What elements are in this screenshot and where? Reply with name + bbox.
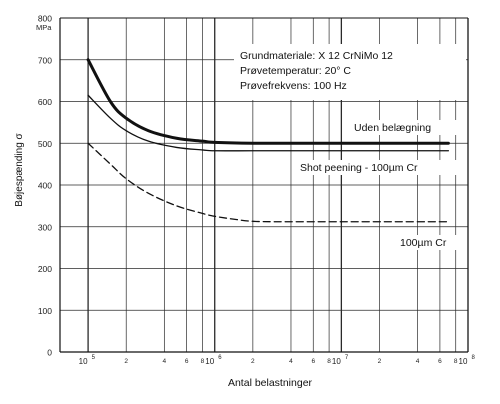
x-tick-label: 6: [438, 358, 442, 365]
x-tick-exponent: 6: [218, 355, 222, 361]
series-label-bg: [297, 160, 465, 175]
info-box-line: Grundmateriale: X 12 CrNiMo 12: [240, 50, 393, 62]
annotations: Grundmateriale: X 12 CrNiMo 12 Prøvetempe…: [234, 44, 466, 250]
y-tick-label: 600: [38, 97, 52, 107]
y-tick-label: 700: [38, 55, 52, 65]
info-box-line: Prøvetemperatur: 20° C: [240, 65, 351, 77]
x-tick-label: 2: [124, 358, 128, 365]
y-tick-label: 200: [38, 264, 52, 274]
x-tick-label: 10: [459, 357, 468, 366]
x-tick-label: 4: [289, 358, 293, 365]
x-tick-label: 10: [332, 357, 341, 366]
info-box-line: Prøvefrekvens: 100 Hz: [240, 80, 347, 92]
info-box: [234, 44, 466, 100]
series-line-thin: [87, 94, 450, 152]
series-line-thick: [86, 58, 450, 145]
x-tick-exponent: 5: [92, 355, 96, 361]
x-tick-label: 10: [79, 357, 88, 366]
series-line-dashed: [87, 142, 450, 223]
x-axis-title: Antal belastninger: [228, 377, 313, 389]
series-label: Shot peening - 100µm Cr: [300, 162, 418, 174]
y-unit-label: MPa: [36, 23, 52, 32]
y-axis-title: Bøjespænding σ: [14, 132, 25, 206]
y-tick-label: 100: [38, 306, 52, 316]
x-tick-label: 2: [251, 358, 255, 365]
x-tick-label: 4: [416, 358, 420, 365]
x-tick-exponent: 7: [345, 355, 349, 361]
y-tick-label: 500: [38, 139, 52, 149]
y-tick-label: 800: [38, 14, 52, 24]
x-tick-label: 6: [311, 358, 315, 365]
y-tick-label: 400: [38, 181, 52, 191]
x-tick-label: 6: [185, 358, 189, 365]
series-label: 100µm Cr: [400, 237, 447, 249]
y-tick-label: 0: [47, 348, 52, 358]
series-group: [86, 58, 450, 223]
series-label: Uden belægning: [354, 122, 431, 134]
x-tick-label: 4: [163, 358, 167, 365]
series-label-bg: [397, 235, 459, 250]
x-tick-label: 10: [205, 357, 214, 366]
y-tick-label: 300: [38, 222, 52, 232]
x-tick-label: 8: [454, 358, 458, 365]
axes: [59, 17, 469, 353]
x-tick-label: 8: [201, 358, 205, 365]
x-tick-label: 8: [327, 358, 331, 365]
x-tick-label: 2: [378, 358, 382, 365]
series-label-bg: [351, 120, 463, 135]
x-tick-exponent: 8: [472, 355, 476, 361]
